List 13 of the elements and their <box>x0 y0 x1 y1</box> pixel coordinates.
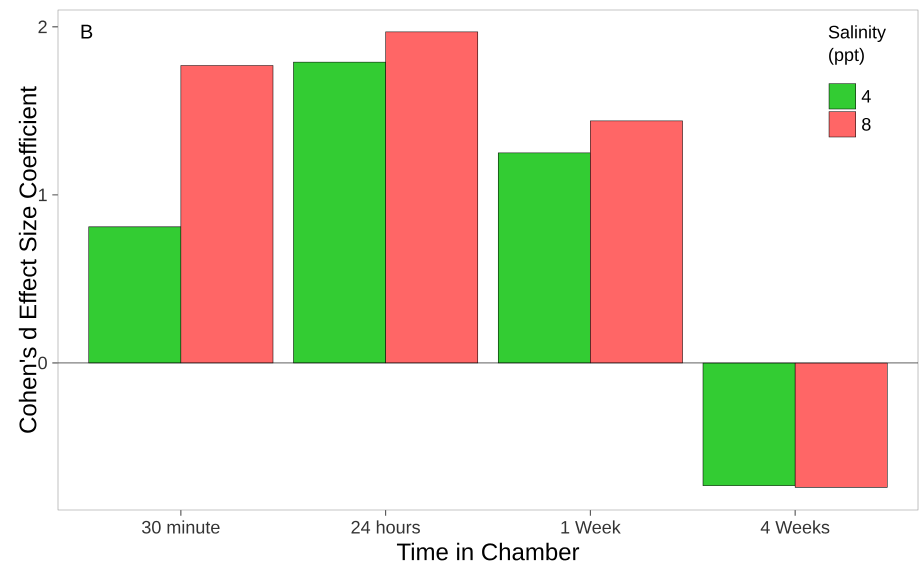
legend-label: 4 <box>862 90 871 103</box>
y-tick-label: 0 <box>38 356 47 370</box>
legend-label: 8 <box>862 118 871 131</box>
x-tick-label: 24 hours <box>351 520 420 534</box>
x-axis-title: Time in Chamber <box>396 542 580 560</box>
x-tick-label: 4 Weeks <box>760 520 830 534</box>
legend-title: Salinity (ppt) <box>828 25 886 65</box>
annotation: B <box>82 24 92 38</box>
x-tick-label: 1 Week <box>561 520 621 534</box>
y-tick-label: 1 <box>38 188 47 202</box>
y-axis-title: Cohen's d Effect Size Coefficient <box>18 86 36 433</box>
y-tick-label: 2 <box>38 20 47 34</box>
x-tick-label: 30 minute <box>142 520 220 534</box>
